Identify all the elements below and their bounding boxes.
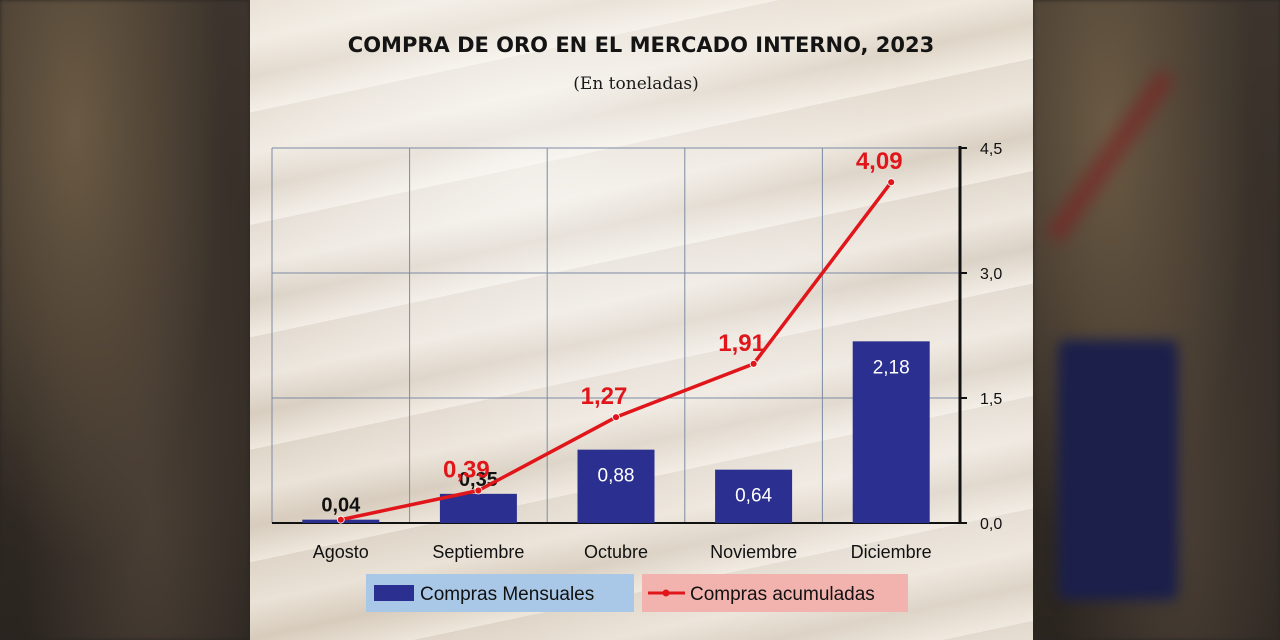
cumulative-line: 0,39 1,27 1,91 4,09 — [336, 148, 903, 524]
legend-swatch-marker — [662, 589, 670, 597]
legend-label-cumulative: Compras acumuladas — [690, 584, 875, 605]
x-category-label: Diciembre — [851, 542, 932, 562]
chart-subtitle: (En toneladas) — [573, 74, 698, 94]
legend-label-monthly: Compras Mensuales — [420, 584, 594, 605]
chart-grid — [271, 147, 960, 523]
chart-title: COMPRA DE ORO EN EL MERCADO INTERNO, 202… — [348, 33, 934, 57]
gold-purchase-chart: COMPRA DE ORO EN EL MERCADO INTERNO, 202… — [271, 33, 1002, 612]
x-category-label: Noviembre — [710, 542, 797, 562]
cumulative-point — [474, 486, 483, 495]
y-tick-label: 4,5 — [980, 141, 1002, 158]
bar-value-label: 2,18 — [873, 357, 910, 378]
cumulative-value-label: 4,09 — [856, 148, 903, 175]
x-axis-categories: Agosto Septiembre Octubre Noviembre Diciembr… — [313, 542, 932, 562]
legend-swatch-bar — [374, 585, 414, 601]
cumulative-value-label: 1,27 — [581, 383, 628, 410]
cumulative-point — [612, 413, 620, 422]
bar-value-label: 0,88 — [598, 466, 635, 487]
bar-septiembre — [439, 493, 517, 523]
y-axis-ticks: 0,0 1,5 3,0 4,5 — [960, 141, 1002, 533]
legend-item-cumulative: Compras acumuladas — [642, 574, 908, 612]
blurred-background-left — [0, 0, 250, 640]
y-tick-label: 3,0 — [980, 266, 1002, 283]
x-category-label: Agosto — [313, 542, 369, 562]
bar-octubre — [577, 449, 655, 523]
bar-noviembre — [715, 469, 793, 523]
monthly-bars: 0,040,35 0,880,642,18 — [302, 341, 930, 523]
cumulative-value-label: 0,39 — [443, 457, 490, 484]
legend-item-monthly: Compras Mensuales — [366, 574, 634, 612]
blurred-background-right — [1033, 0, 1280, 640]
bar-value-label: 0,04 — [321, 495, 361, 517]
y-tick-label: 0,0 — [980, 516, 1002, 533]
cumulative-point — [336, 515, 345, 524]
y-tick-label: 1,5 — [980, 391, 1002, 408]
bar-value-label: 0,64 — [735, 486, 772, 507]
legend-box-cumulative — [642, 574, 908, 612]
bar-diciembre — [852, 341, 930, 523]
cumulative-value-label: 1,91 — [718, 330, 765, 357]
x-category-label: Octubre — [584, 542, 648, 562]
x-category-label: Septiembre — [432, 542, 524, 562]
legend: Compras Mensuales Compras acumuladas — [366, 574, 908, 612]
chart-panel — [250, 0, 1033, 640]
cumulative-point — [749, 359, 758, 368]
cumulative-point — [887, 178, 896, 187]
